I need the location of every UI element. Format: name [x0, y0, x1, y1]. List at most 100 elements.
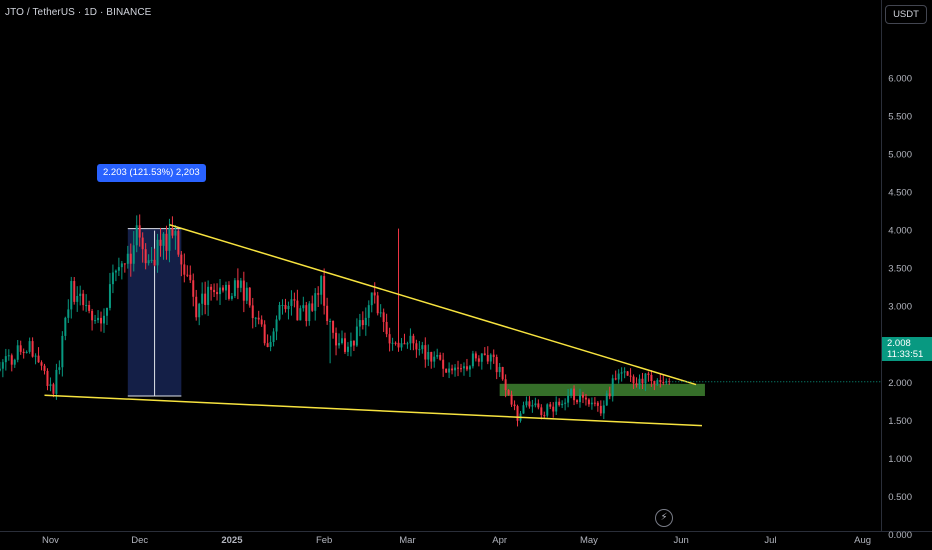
- candle-body: [373, 292, 376, 296]
- candle-body: [567, 395, 570, 403]
- price-tick-label: 5.500: [888, 111, 912, 122]
- candle-body: [644, 373, 647, 384]
- candle-body: [236, 280, 239, 288]
- candle-body: [662, 382, 665, 384]
- candle-body: [16, 345, 19, 360]
- candle-body: [248, 287, 251, 306]
- candle-body: [251, 305, 254, 319]
- candle-body: [433, 356, 436, 362]
- candle-body: [379, 312, 382, 314]
- candle-body: [257, 317, 260, 320]
- candle-body: [216, 292, 219, 295]
- candle-body: [123, 263, 126, 265]
- candle-body: [343, 338, 346, 352]
- candle-body: [412, 335, 415, 344]
- candle-body: [397, 342, 400, 348]
- candle-body: [293, 299, 296, 301]
- candle-body: [593, 402, 596, 404]
- candle-body: [85, 305, 88, 307]
- candle-body: [76, 295, 79, 302]
- candle-body: [400, 343, 403, 348]
- candle-body: [147, 260, 150, 264]
- quote-unit-button[interactable]: USDT: [885, 5, 927, 24]
- candle-body: [138, 225, 141, 238]
- candle-body: [210, 286, 213, 290]
- symbol-title[interactable]: JTO / TetherUS · 1D · BINANCE: [5, 7, 152, 18]
- candle-body: [58, 367, 61, 370]
- candle-body: [614, 378, 617, 380]
- candle-body: [406, 343, 409, 345]
- candle-body: [186, 274, 189, 276]
- candle-body: [323, 276, 326, 306]
- candle-body: [537, 403, 540, 408]
- candle-body: [483, 353, 486, 356]
- candle-body: [620, 372, 623, 374]
- candle-body: [233, 280, 236, 297]
- candle-body: [531, 405, 534, 407]
- candle-body: [287, 305, 290, 310]
- candle-body: [623, 371, 626, 373]
- candle-body: [266, 343, 269, 348]
- candle-body: [504, 379, 507, 391]
- candle-body: [34, 355, 37, 357]
- candle-body: [37, 355, 40, 363]
- candle-body: [528, 401, 531, 407]
- candle-body: [653, 380, 656, 385]
- bolt-icon[interactable]: ⚡: [655, 509, 673, 527]
- candle-body: [641, 378, 644, 384]
- candle-body: [462, 366, 465, 369]
- candle-body: [650, 374, 653, 381]
- candle-body: [195, 296, 198, 318]
- candle-body: [573, 388, 576, 401]
- candle-body: [501, 367, 504, 380]
- candle-body: [4, 356, 7, 363]
- candle-body: [88, 305, 91, 311]
- candle-body: [120, 263, 123, 268]
- candle-body: [507, 390, 510, 395]
- candle-body: [558, 401, 561, 406]
- last-price-value: 2.008: [887, 338, 911, 349]
- time-tick-label: May: [580, 535, 598, 546]
- candle-body: [581, 394, 584, 398]
- candle-body: [326, 305, 329, 322]
- candle-body: [587, 399, 590, 405]
- candle-body: [91, 310, 94, 321]
- candle-body: [198, 303, 201, 318]
- candle-body: [55, 369, 58, 394]
- candle-body: [599, 405, 602, 414]
- candle-body: [525, 401, 528, 406]
- last-price-tag: 2.008 11:33:51: [882, 337, 932, 361]
- measure-label: 2.203 (121.53%) 2,203: [97, 164, 206, 182]
- candle-body: [314, 293, 317, 311]
- candle-body: [480, 353, 483, 362]
- candle-body: [263, 324, 266, 344]
- candle-body: [230, 296, 233, 299]
- candle-body: [239, 280, 242, 288]
- candle-body: [332, 320, 335, 333]
- candle-body: [418, 349, 421, 351]
- candle-body: [141, 237, 144, 250]
- price-tick-label: 2.000: [888, 378, 912, 389]
- price-tick-label: 3.500: [888, 264, 912, 275]
- candle-body: [13, 359, 16, 365]
- candle-body: [299, 308, 302, 321]
- candle-body: [394, 342, 397, 344]
- candle-body: [465, 366, 468, 370]
- price-tick-label: 1.000: [888, 454, 912, 465]
- candle-body: [355, 326, 358, 346]
- candle-body: [22, 351, 25, 354]
- candle-body: [272, 331, 275, 343]
- candle-body: [361, 320, 364, 326]
- candle-body: [10, 355, 13, 365]
- candle-body: [254, 317, 257, 319]
- candle-body: [510, 394, 513, 405]
- candles-layer: [0, 214, 671, 427]
- candle-body: [129, 253, 132, 264]
- candle-body: [73, 281, 76, 302]
- time-axis[interactable]: Nov Dec 2025 Feb Mar Apr May Jun Jul Aug: [42, 535, 871, 546]
- candle-body: [430, 352, 433, 362]
- candle-body: [338, 343, 341, 346]
- candle-body: [448, 368, 451, 373]
- candle-body: [224, 284, 227, 291]
